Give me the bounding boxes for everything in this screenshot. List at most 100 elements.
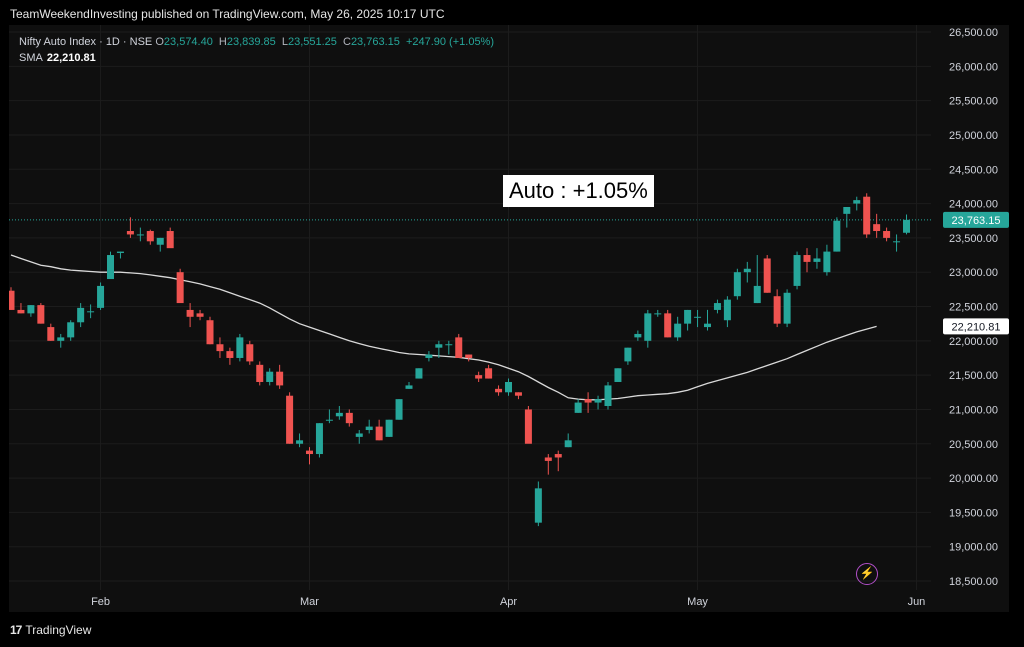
candle-body — [146, 231, 154, 242]
x-tick-label: Feb — [91, 596, 110, 608]
candle — [644, 309, 652, 348]
candle-body — [574, 402, 582, 413]
candle-body — [455, 337, 463, 358]
candle-body — [126, 231, 134, 235]
candle — [465, 354, 473, 362]
candle-body — [674, 323, 682, 338]
candle — [833, 217, 841, 252]
candle — [186, 303, 194, 328]
candle — [604, 381, 612, 410]
candle-body — [614, 368, 622, 382]
publisher-header: TeamWeekendInvesting published on Tradin… — [10, 7, 445, 21]
sma-price-label: 22,210.81 — [943, 318, 1009, 335]
y-tick-label: 24,500.00 — [949, 164, 998, 176]
brand-name: TradingView — [25, 623, 92, 637]
candlestick-chart[interactable]: 18,500.00 19,000.00 19,500.00 20,000.00 20,5… — [9, 25, 1009, 612]
candle — [176, 268, 184, 304]
open-label: O — [155, 36, 164, 48]
candle — [425, 351, 433, 362]
candle-body — [873, 224, 881, 232]
candle-body — [236, 337, 244, 358]
candle-body — [87, 311, 95, 313]
candle — [17, 303, 25, 314]
candle — [893, 234, 901, 252]
annotation-label[interactable]: Auto : +1.05% — [503, 175, 654, 207]
candle — [863, 193, 871, 238]
candle-body — [544, 457, 552, 461]
chart-area[interactable]: 18,500.00 19,000.00 19,500.00 20,000.00 20,5… — [9, 25, 1009, 612]
candle — [156, 237, 164, 252]
y-tick-label: 18,500.00 — [949, 576, 998, 588]
candle — [107, 251, 114, 280]
candle — [166, 227, 174, 249]
candle-body — [196, 313, 204, 317]
candle — [415, 368, 423, 379]
candle-body — [853, 200, 861, 204]
sma-label[interactable]: SMA — [19, 52, 43, 64]
candle — [684, 309, 692, 331]
candle — [903, 214, 910, 235]
candle-body — [514, 392, 522, 396]
candle — [395, 399, 403, 420]
x-tick-label: May — [687, 596, 708, 608]
candle — [505, 378, 512, 396]
y-tick-label: 23,000.00 — [949, 267, 998, 279]
candle — [763, 255, 771, 293]
candle-body — [584, 399, 592, 403]
y-tick-label: 25,000.00 — [949, 130, 998, 142]
candle — [306, 447, 313, 465]
candle — [475, 371, 483, 382]
candle — [266, 368, 274, 386]
candle-body — [216, 344, 224, 352]
candle-body — [116, 251, 124, 253]
candle-body — [893, 241, 901, 243]
y-tick-label: 22,000.00 — [949, 336, 998, 348]
candle-body — [67, 322, 75, 338]
y-axis: 18,500.00 19,000.00 19,500.00 20,000.00 20,5… — [949, 27, 998, 588]
y-tick-label: 25,500.00 — [949, 96, 998, 108]
candle-body — [713, 303, 721, 310]
candle-body — [335, 412, 343, 417]
candle — [803, 248, 811, 273]
candle — [823, 244, 831, 276]
candle — [773, 289, 781, 328]
candle — [116, 251, 124, 259]
candle — [126, 217, 134, 238]
candle — [584, 392, 592, 413]
candle-body — [505, 381, 512, 393]
candle-body — [296, 440, 304, 444]
candle-body — [315, 423, 323, 455]
candle-body — [793, 255, 801, 286]
candle-body — [9, 290, 15, 310]
symbol-label[interactable]: Nifty Auto Index · 1D · NSE — [19, 36, 153, 48]
candle — [594, 395, 602, 410]
candle-body — [256, 364, 264, 382]
candle-body — [226, 351, 234, 358]
candle-body — [77, 307, 85, 323]
candle-body — [664, 313, 672, 338]
y-tick-label: 21,500.00 — [949, 370, 998, 382]
candle — [286, 392, 294, 444]
candle — [704, 309, 711, 331]
candle-body — [375, 426, 383, 441]
candle-body — [883, 231, 891, 238]
candle-body — [903, 219, 910, 233]
chart-legend: Nifty Auto Index · 1D · NSE O23,574.40 H… — [19, 34, 497, 66]
candle — [325, 409, 333, 424]
candle-body — [37, 305, 45, 324]
candle — [813, 248, 821, 269]
candle-body — [27, 305, 35, 314]
candle-body — [524, 409, 532, 444]
candle-body — [355, 433, 363, 437]
candle — [365, 419, 373, 434]
candle-body — [554, 454, 562, 458]
candle — [57, 333, 65, 348]
candle-body — [107, 255, 114, 280]
candle-body — [684, 309, 692, 324]
close-value: 23,763.15 — [350, 36, 400, 48]
candle-body — [57, 337, 65, 341]
candle-body — [495, 388, 503, 393]
lightning-bolt-icon[interactable]: ⚡ — [856, 563, 878, 585]
candle-body — [485, 368, 493, 379]
candle — [753, 255, 761, 304]
